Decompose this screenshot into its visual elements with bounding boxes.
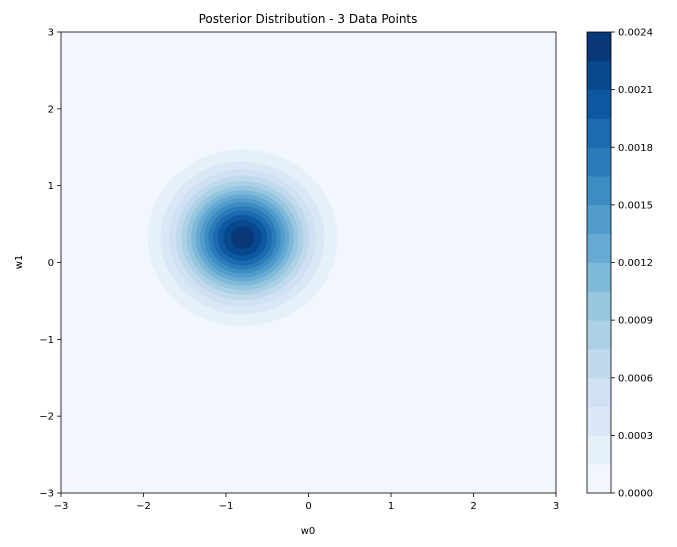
contour-levels [147,149,338,327]
x-tick-label: 1 [388,501,394,512]
colorbar-tick-label: 0.0015 [618,200,653,211]
y-tick-label: 3 [48,28,54,39]
colorbar-tick-label: 0.0021 [618,85,653,96]
y-tick-label: −2 [39,412,54,423]
colorbar-tick-label: 0.0006 [618,373,653,384]
x-axis-label: w0 [301,526,316,537]
colorbar-segment [587,204,611,235]
colorbar-segment [587,118,611,148]
colorbar-segment [587,32,611,62]
y-tick-label: 1 [48,181,54,192]
colorbar-segment [587,464,611,494]
y-tick-label: −1 [39,335,54,346]
colorbar-segment [587,233,611,263]
colorbar-ticks: 0.0000 0.0003 0.0006 0.0009 0.0012 0.0015 0.00… [611,28,653,500]
x-tick-label: 3 [553,501,559,512]
y-axis-ticks: −3 −2 −1 0 1 2 3 [39,28,61,500]
colorbar-tick-label: 0.0012 [618,258,653,269]
x-tick-label: 2 [470,501,476,512]
y-axis-label: w1 [14,255,25,270]
colorbar-segment [587,60,611,91]
colorbar-tick-label: 0.0024 [618,28,653,39]
y-tick-label: 0 [48,258,54,269]
colorbar-segment [587,435,611,465]
colorbar-segment [587,377,611,407]
x-axis-ticks: −3 −2 −1 0 1 2 3 [54,493,559,512]
colorbar-segment [587,406,611,436]
y-tick-label: 2 [48,104,54,115]
colorbar-segment [587,348,611,379]
colorbar-tick-label: 0.0003 [618,431,653,442]
colorbar-segment [587,320,611,350]
y-tick-label: −3 [39,489,54,500]
x-tick-label: 0 [305,501,311,512]
x-tick-label: −2 [136,501,151,512]
colorbar-segment [587,262,611,292]
x-tick-label: −3 [54,501,69,512]
colorbar-tick-label: 0.0000 [618,489,653,500]
colorbar-segment [587,147,611,177]
colorbar-tick-label: 0.0009 [618,316,653,327]
chart-title: Posterior Distribution - 3 Data Points [199,12,418,26]
colorbar-segment [587,89,611,119]
x-tick-label: −1 [219,501,234,512]
colorbar [587,32,611,494]
contour-band [230,226,255,250]
colorbar-tick-label: 0.0018 [618,143,653,154]
colorbar-segment [587,291,611,321]
colorbar-segment [587,176,611,206]
